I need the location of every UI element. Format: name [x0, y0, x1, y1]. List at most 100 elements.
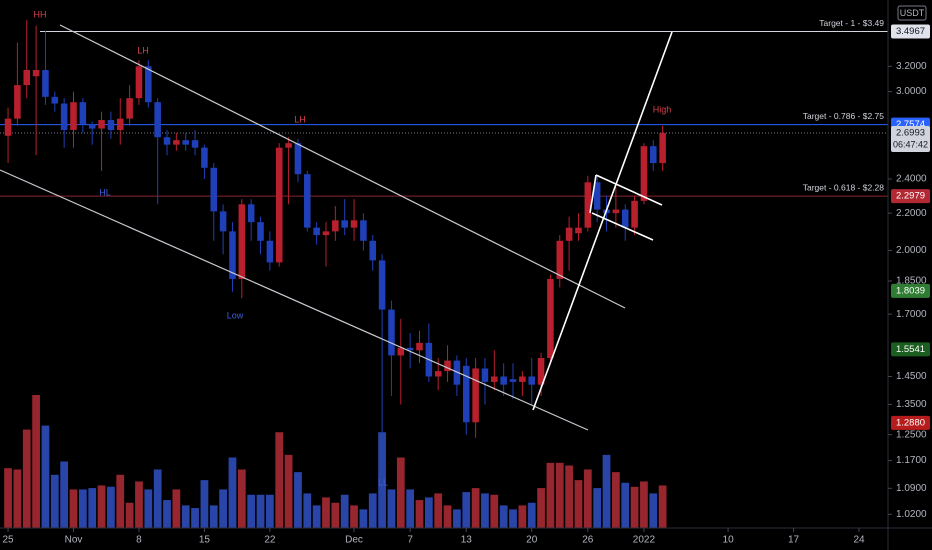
volume-bar — [191, 508, 199, 528]
volume-bar — [424, 497, 433, 528]
volume-bar — [97, 485, 106, 528]
candle-body — [416, 342, 423, 351]
volume-bar — [481, 493, 489, 528]
volume-bar — [32, 395, 40, 528]
volume-bar — [275, 432, 284, 528]
currency-box[interactable] — [897, 5, 927, 21]
y-tick-label: 1.7000 — [896, 309, 927, 320]
volume-bar — [41, 425, 50, 528]
volume-bar — [462, 492, 471, 528]
flag-pole — [589, 174, 597, 214]
swing-label: HL — [99, 187, 111, 197]
candle-body — [210, 167, 218, 212]
candle-body — [266, 240, 274, 263]
volume-pane — [4, 395, 667, 528]
swing-label: HH — [34, 9, 47, 19]
y-tick-label: 2.0000 — [896, 245, 927, 256]
channel-upper — [59, 24, 626, 309]
candle-body — [350, 220, 358, 228]
price-tag-label: 1.5541 — [896, 344, 925, 355]
volume-bar — [294, 472, 302, 528]
candle-body — [509, 379, 517, 382]
volume-bar — [509, 509, 517, 528]
target-label: Target - 0.786 - $2.75 — [803, 111, 885, 121]
y-tick-label: 3.2000 — [896, 61, 927, 72]
volume-bar — [537, 488, 545, 528]
candle-body — [247, 204, 255, 223]
x-tick-label: 22 — [264, 535, 276, 546]
volume-bar — [565, 465, 573, 528]
candle-body — [612, 209, 620, 214]
price-tag — [891, 125, 930, 152]
volume-bar — [612, 472, 620, 528]
price-tag — [891, 415, 930, 430]
candle-body — [556, 240, 564, 279]
flag-top — [595, 174, 663, 206]
candle-body — [173, 140, 180, 145]
volume-bar — [247, 494, 256, 528]
volume-bar — [453, 509, 461, 528]
volume-bar — [368, 493, 377, 528]
volume-bar — [181, 505, 190, 528]
candle-body — [481, 368, 489, 382]
volume-bar — [583, 469, 592, 528]
volume-bar — [359, 509, 368, 528]
volume-bar — [219, 489, 227, 528]
candle-body — [42, 69, 49, 97]
volume-bar — [125, 502, 134, 528]
candle-body — [547, 278, 554, 359]
volume-bar — [4, 468, 12, 528]
y-tick-label: 2.2000 — [896, 208, 927, 219]
volume-bar — [78, 489, 87, 528]
volume-bar — [640, 481, 648, 528]
volume-bar — [60, 461, 69, 528]
y-tick-label: 1.3500 — [896, 399, 927, 410]
candle-body — [369, 240, 377, 261]
candle-body — [60, 103, 68, 130]
candle-body — [388, 309, 395, 356]
candle-body — [294, 143, 302, 175]
candle-body — [406, 347, 414, 351]
candle-body — [434, 371, 442, 377]
candle-body — [397, 347, 405, 356]
candle-body — [107, 120, 115, 130]
candle-body — [79, 102, 87, 125]
volume-bar — [116, 474, 125, 528]
volume-bar — [312, 505, 321, 528]
x-tick-label: 2022 — [633, 535, 656, 546]
volume-bar — [546, 462, 555, 528]
volume-bar — [574, 480, 583, 528]
target-label: Target - 0.618 - $2.28 — [803, 182, 885, 192]
candle-body — [145, 66, 152, 103]
volume-bar — [434, 493, 443, 528]
x-tick-label: 20 — [526, 535, 538, 546]
candle-body — [631, 200, 638, 228]
volume-bar — [209, 505, 218, 528]
candle-body — [332, 220, 339, 232]
candle-body — [135, 66, 143, 99]
volume-bar — [135, 481, 143, 528]
volume-bar — [144, 489, 153, 528]
candle-body — [14, 85, 21, 119]
candle-body — [500, 376, 507, 385]
volume-bar — [237, 469, 246, 528]
volume-bar — [415, 500, 424, 528]
price-tag — [891, 283, 930, 298]
candle-body — [584, 182, 592, 228]
volume-bar — [499, 505, 508, 528]
candle-body — [275, 147, 283, 263]
volume-bar — [266, 494, 274, 528]
y-tick-label: 2.4000 — [896, 174, 927, 185]
x-tick-label: 8 — [136, 535, 142, 546]
countdown: 06:47:42 — [893, 139, 928, 149]
candle-body — [593, 182, 601, 210]
price-tag-label: 1.8039 — [896, 285, 925, 296]
axes: 3.2000 3.0000 2.4000 2.2000 2.0000 1.8500 1.70… — [2, 24, 930, 546]
candle-body — [462, 365, 470, 423]
candle-body — [491, 376, 498, 382]
candle-body — [472, 368, 479, 423]
currency-label[interactable]: USDT — [900, 8, 925, 18]
volume-bar — [555, 462, 564, 528]
